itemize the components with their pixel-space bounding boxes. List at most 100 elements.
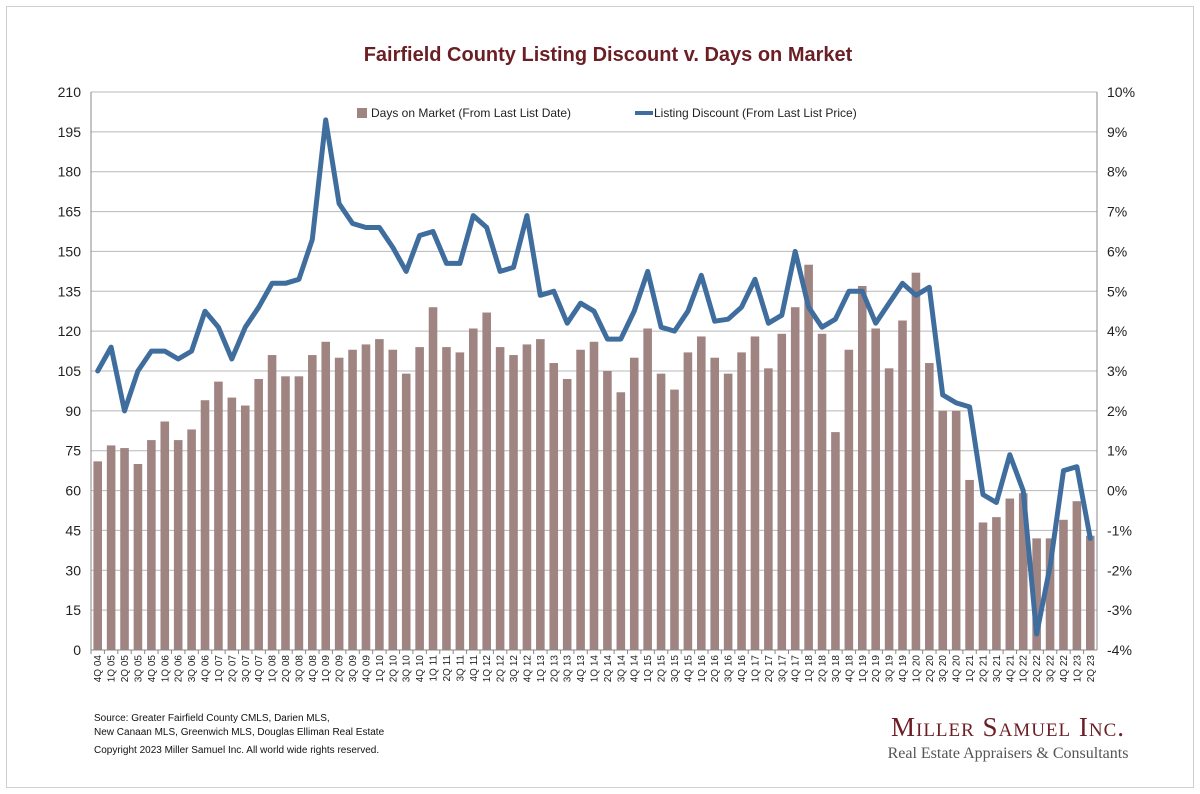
- bar: [509, 355, 518, 650]
- x-tick-label: 2Q 07: [227, 655, 238, 683]
- x-tick-label: 3Q 19: [885, 655, 896, 683]
- legend-bar-swatch: [357, 108, 367, 118]
- x-tick-label: 4Q 15: [683, 655, 694, 683]
- bar: [777, 333, 787, 650]
- bar: [670, 389, 679, 650]
- bar: [549, 363, 559, 650]
- bar: [723, 373, 733, 650]
- x-tick-label: 3Q 05: [133, 655, 144, 683]
- legend-line-swatch: [635, 111, 653, 115]
- x-tick-label: 3Q 21: [992, 655, 1003, 683]
- bar: [536, 339, 545, 650]
- y-left-tick-label: 210: [58, 84, 82, 100]
- x-tick-label: 1Q 06: [160, 655, 171, 683]
- bar: [133, 464, 143, 650]
- bar: [401, 373, 411, 650]
- x-tick-label: 4Q 18: [844, 655, 855, 683]
- x-tick-label: 1Q 21: [965, 655, 976, 683]
- x-tick-label: 4Q 09: [361, 655, 372, 683]
- x-tick-label: 2Q 22: [1032, 655, 1043, 683]
- bar: [160, 421, 170, 650]
- x-tick-label: 1Q 11: [429, 655, 440, 682]
- x-tick-label: 3Q 17: [777, 655, 788, 683]
- x-tick-label: 4Q 14: [630, 655, 641, 683]
- bar: [375, 339, 384, 650]
- bar: [482, 312, 491, 650]
- line-series: [95, 117, 1093, 637]
- bar: [428, 307, 438, 650]
- y-right-tick-label: -3%: [1107, 602, 1132, 618]
- x-tick-label: 2Q 21: [978, 655, 989, 683]
- source-line-1: Source: Greater Fairfield County CMLS, D…: [94, 713, 330, 724]
- bar: [951, 410, 961, 650]
- bar: [1045, 538, 1055, 650]
- x-tick-label: 3Q 20: [938, 655, 949, 683]
- bar: [495, 347, 505, 650]
- y-right-tick-label: 9%: [1107, 124, 1127, 140]
- x-tick-label: 1Q 05: [107, 655, 118, 683]
- bar: [267, 355, 277, 650]
- x-tick-label: 2Q 06: [174, 655, 185, 683]
- x-tick-label: 4Q 12: [522, 655, 533, 683]
- bar: [589, 341, 599, 650]
- discount-line: [95, 117, 1093, 637]
- bar: [334, 357, 344, 650]
- bar: [656, 373, 666, 650]
- x-tick-label: 3Q 08: [294, 655, 305, 683]
- bar: [388, 349, 398, 650]
- bar: [1005, 498, 1015, 650]
- bar: [938, 410, 948, 650]
- x-tick-label: 1Q 23: [1072, 655, 1083, 683]
- y-left-tick-label: 75: [65, 443, 81, 459]
- x-tick-label: 3Q 11: [455, 655, 466, 682]
- y-left-tick-label: 195: [58, 124, 82, 140]
- x-tick-label: 2Q 05: [120, 655, 131, 683]
- x-tick-label: 2Q 16: [710, 655, 721, 683]
- bar: [254, 378, 263, 650]
- y-right-tick-label: 1%: [1107, 443, 1127, 459]
- x-tick-label: 2Q 20: [925, 655, 936, 683]
- x-tick-label: 4Q 07: [254, 655, 265, 683]
- bar: [871, 328, 880, 650]
- x-tick-label: 1Q 20: [911, 655, 922, 683]
- y-right-tick-label: 3%: [1107, 363, 1127, 379]
- x-tick-label: 2Q 23: [1086, 655, 1097, 683]
- bar: [978, 522, 988, 650]
- x-tick-label: 3Q 06: [187, 655, 198, 683]
- bar: [965, 479, 974, 650]
- x-tick-label: 3Q 13: [563, 655, 574, 683]
- y-right-tick-label: -2%: [1107, 562, 1132, 578]
- x-tick-label: 2Q 17: [764, 655, 775, 683]
- bar: [187, 429, 196, 650]
- bar: [308, 355, 317, 650]
- x-tick-label: 1Q 15: [643, 655, 654, 683]
- bar: [898, 320, 907, 650]
- bar: [603, 371, 612, 650]
- x-tick-label: 3Q 10: [402, 655, 413, 683]
- bar: [925, 363, 934, 650]
- bar: [857, 285, 867, 650]
- bar: [173, 440, 183, 650]
- x-tick-label: 4Q 08: [308, 655, 319, 683]
- legend: Days on Market (From Last List Date) Lis…: [357, 106, 857, 120]
- y-left-tick-label: 165: [58, 204, 82, 220]
- y-right-tick-label: 8%: [1107, 164, 1127, 180]
- bar: [442, 347, 451, 650]
- bar: [911, 272, 921, 650]
- y-right-tick-label: 2%: [1107, 403, 1127, 419]
- y-right-tick-label: 6%: [1107, 243, 1127, 259]
- bar: [147, 440, 156, 650]
- y-left-tick-label: 0: [73, 642, 81, 658]
- bar: [844, 349, 854, 650]
- axes: 0 15 30 45 60 75 90 105 120 135 150 165 180 195 210 -4%…: [58, 84, 1135, 682]
- x-tick-label: 1Q 08: [268, 655, 279, 683]
- legend-bar-label: Days on Market (From Last List Date): [371, 106, 571, 120]
- x-tick-label: 3Q 09: [348, 655, 359, 683]
- bar: [1086, 535, 1095, 650]
- copyright: Copyright 2023 Miller Samuel Inc. All wo…: [94, 745, 380, 756]
- y-left-tick-label: 45: [65, 522, 81, 538]
- x-tick-label: 1Q 14: [590, 655, 601, 683]
- y-right-tick-label: 4%: [1107, 323, 1127, 339]
- x-tick-label: 2Q 13: [549, 655, 560, 683]
